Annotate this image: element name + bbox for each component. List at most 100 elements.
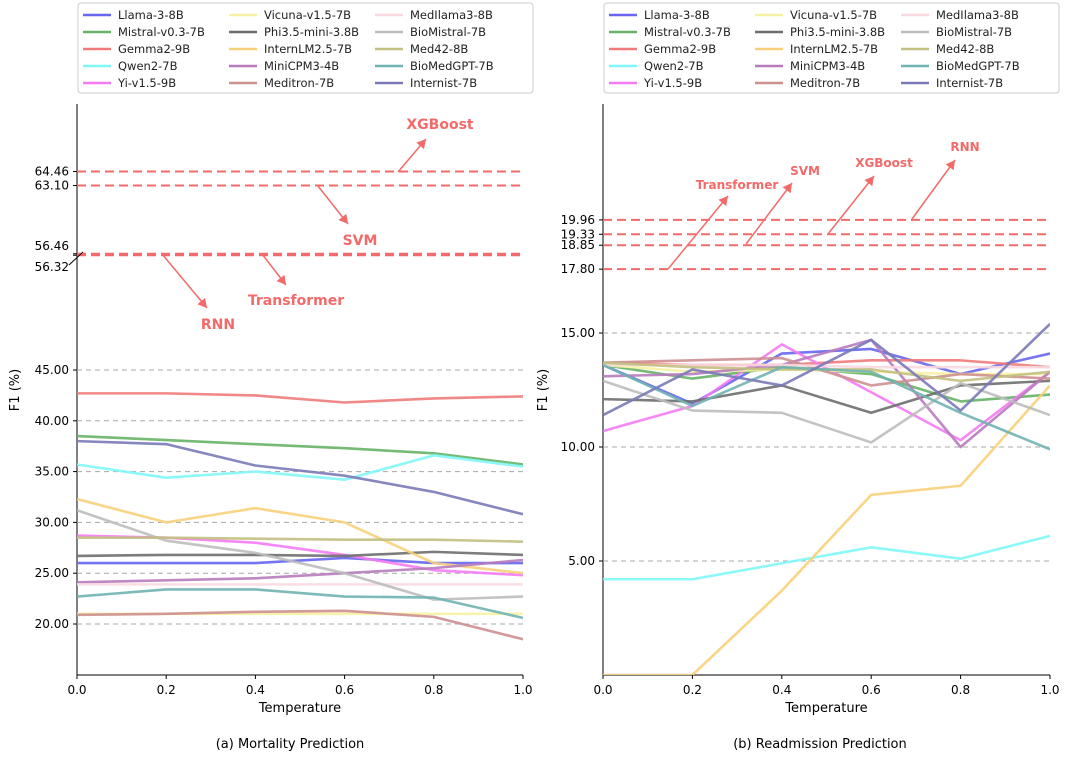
chart-panel-1: Llama-3-8B Mistral-v0.3-7B Gemma2-9B Qwen2-…	[8, 2, 534, 752]
legend-label: MiniCPM3-4B	[790, 59, 865, 73]
y-tick-label: 64.46	[35, 165, 69, 179]
y-tick-label: 10.00	[561, 440, 595, 454]
series-group	[603, 322, 1050, 675]
series-line	[77, 609, 523, 641]
annotation-arrow	[745, 182, 793, 245]
x-tick-label: 0.2	[157, 683, 176, 697]
x-tick-label: 1.0	[513, 683, 532, 697]
legend-label: BioMistral-7B	[936, 25, 1012, 39]
legend-label: Meditron-7B	[790, 76, 860, 90]
x-axis-label: Temperature	[784, 701, 867, 716]
annotation-label: RNN	[950, 140, 979, 154]
legend-label: Internist-7B	[410, 76, 477, 90]
x-tick-label: 0.2	[683, 683, 702, 697]
annotation-label: XGBoost	[855, 156, 913, 170]
y-tick-label: 17.80	[561, 262, 595, 276]
series-line	[603, 379, 1050, 415]
legend: Llama-3-8B Mistral-v0.3-7B Gemma2-9B Qwen2-…	[603, 2, 1060, 94]
annotation-label: RNN	[201, 317, 235, 333]
legend-label: MiniCPM3-4B	[264, 59, 339, 73]
y-axis-label: F1 (%)	[8, 369, 23, 411]
annotation-arrow	[827, 175, 875, 235]
legend-label: InternLM2.5-7B	[264, 42, 352, 56]
y-axis-label: F1 (%)	[536, 369, 551, 411]
x-tick-label: 0.8	[424, 683, 443, 697]
y-tick-label: 20.00	[35, 617, 69, 631]
legend-label: Qwen2-7B	[644, 59, 704, 73]
y-tick-label: 19.33	[561, 227, 595, 241]
annotation-arrowhead	[782, 183, 792, 194]
legend-label: MedIlama3-8B	[936, 8, 1019, 22]
y-tick-label: 63.10	[35, 178, 69, 192]
y-tick-label: 15.00	[561, 326, 595, 340]
legend-label: Vicuna-v1.5-7B	[264, 8, 351, 22]
series-line	[77, 392, 523, 404]
legend-label: Phi3.5-mini-3.8B	[790, 25, 885, 39]
annotation-arrowhead	[276, 274, 286, 285]
series-line	[603, 379, 1050, 444]
y-tick-label: 45.00	[35, 363, 69, 377]
annotation-arrow	[161, 253, 208, 309]
legend-label: Mistral-v0.3-7B	[118, 25, 205, 39]
series-line	[77, 558, 523, 584]
annotation-arrowhead	[416, 139, 426, 150]
series-line	[603, 363, 1050, 451]
legend-frame	[77, 2, 534, 94]
annotation-arrowhead	[197, 297, 207, 308]
legend-label: Mistral-v0.3-7B	[644, 25, 731, 39]
x-tick-label: 0.6	[335, 683, 354, 697]
legend-label: InternLM2.5-7B	[790, 42, 878, 56]
legend-label: Med42-8B	[410, 42, 468, 56]
legend-label: Yi-v1.5-9B	[643, 76, 702, 90]
y-tick-label: 56.46	[35, 239, 69, 253]
x-axis-label: Temperature	[258, 701, 341, 716]
series-line	[603, 322, 1050, 417]
y-tick-label: 25.00	[35, 566, 69, 580]
panel-caption: (b) Readmission Prediction	[733, 737, 907, 752]
series-line	[77, 497, 523, 575]
legend-label: Internist-7B	[936, 76, 1003, 90]
legend-label: Vicuna-v1.5-7B	[790, 8, 877, 22]
legend-label: Yi-v1.5-9B	[117, 76, 176, 90]
y-tick-label: 30.00	[35, 515, 69, 529]
y-tick-label: 56.32	[35, 260, 69, 274]
legend-label: BioMedGPT-7B	[410, 59, 494, 73]
legend-label: Qwen2-7B	[118, 59, 178, 73]
series-line	[603, 534, 1050, 581]
x-tick-label: 1.0	[1040, 683, 1059, 697]
annotation-arrowhead	[718, 196, 728, 207]
annotation-label: Transformer	[248, 293, 344, 309]
panel-caption: (a) Mortality Prediction	[216, 737, 365, 752]
series-line	[77, 439, 523, 516]
legend-label: MedIlama3-8B	[410, 8, 493, 22]
x-tick-label: 0.8	[951, 683, 970, 697]
series-line	[603, 356, 1050, 387]
x-tick-label: 0.4	[246, 683, 265, 697]
annotation-arrow	[667, 195, 729, 270]
series-line	[77, 536, 523, 544]
axis-break-marker	[68, 251, 84, 266]
legend-label: Gemma2-9B	[118, 42, 190, 56]
legend-label: Phi3.5-mini-3.8B	[264, 25, 359, 39]
legend-label: Gemma2-9B	[644, 42, 716, 56]
legend-label: BioMedGPT-7B	[936, 59, 1020, 73]
legend-frame	[603, 2, 1060, 94]
annotation-label: SVM	[790, 164, 820, 178]
series-line	[77, 508, 523, 601]
series-line	[603, 363, 1050, 369]
legend-label: Meditron-7B	[264, 76, 334, 90]
legend-label: Med42-8B	[936, 42, 994, 56]
series-line	[603, 338, 1050, 449]
legend-label: BioMistral-7B	[410, 25, 486, 39]
series-line	[77, 434, 523, 466]
y-tick-label: 18.85	[561, 238, 595, 252]
annotation-arrowhead	[945, 160, 955, 171]
legend: Llama-3-8B Mistral-v0.3-7B Gemma2-9B Qwen2-…	[77, 2, 534, 94]
series-line	[77, 588, 523, 620]
chart-panel-2: Llama-3-8B Mistral-v0.3-7B Gemma2-9B Qwen2-…	[536, 2, 1060, 752]
annotation-label: SVM	[343, 233, 378, 249]
y-tick-label: 40.00	[35, 414, 69, 428]
annotation-arrowhead	[864, 176, 874, 187]
legend-label: Llama-3-8B	[644, 8, 710, 22]
